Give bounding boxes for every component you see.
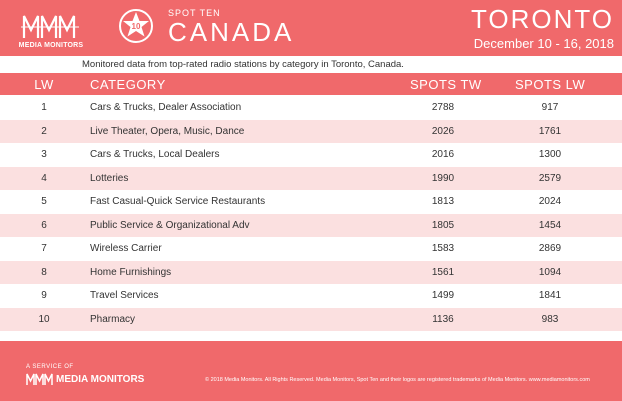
cell-spots-lw: 1761 [538,125,562,137]
table-header: LW CATEGORY SPOTS TW SPOTS LW [0,73,622,95]
city-name: TORONTO [470,4,614,34]
column-header-category: CATEGORY [90,77,166,92]
cell-lw: 9 [41,290,47,301]
cell-category: Pharmacy [90,313,136,325]
table-row: 3 Cars & Trucks, Local Dealers 2016 1300 [0,143,622,167]
cell-spots-lw: 1094 [538,266,562,278]
cell-category: Live Theater, Opera, Music, Dance [90,125,245,137]
badge-number: 10 [132,22,141,31]
table-body: 1 Cars & Trucks, Dealer Association 2788… [0,96,622,331]
cell-spots-tw: 2016 [431,149,455,160]
cell-spots-tw: 2026 [431,125,455,137]
cell-spots-tw: 1805 [431,219,455,231]
cell-category: Fast Casual-Quick Service Restaurants [90,196,266,207]
cell-category: Home Furnishings [90,266,172,278]
cell-spots-tw: 1813 [431,196,455,207]
subtitle: Monitored data from top-rated radio stat… [82,59,404,70]
cell-spots-tw: 1990 [431,172,455,184]
cell-lw: 6 [41,219,47,231]
date-range: December 10 - 16, 2018 [473,36,614,51]
table-row: 6 Public Service & Organizational Adv 18… [0,213,622,237]
cell-spots-lw: 2579 [538,172,562,184]
cell-lw: 1 [41,102,47,113]
media-monitors-logo-text: MEDIA MONITORS [18,42,84,49]
cell-spots-tw: 2788 [431,102,455,113]
cell-spots-lw: 917 [541,102,559,113]
cell-category: Public Service & Organizational Adv [90,219,250,231]
table-row: 4 Lotteries 1990 2579 [0,166,622,190]
cell-lw: 7 [41,243,47,254]
cell-lw: 3 [41,149,47,160]
cell-spots-lw: 1300 [538,149,562,160]
column-header-spots-tw: SPOTS TW [410,77,482,92]
legal-notice: © 2018 Media Monitors. All Rights Reserv… [205,377,590,383]
cell-spots-tw: 1583 [431,243,455,254]
cell-category: Cars & Trucks, Local Dealers [90,149,220,160]
cell-category: Lotteries [90,172,129,184]
cell-lw: 2 [41,125,47,137]
cell-lw: 5 [41,196,47,207]
cell-category: Cars & Trucks, Dealer Association [90,102,242,113]
table-row: 5 Fast Casual-Quick Service Restaurants … [0,190,622,214]
country-title: CANADA [168,17,295,47]
footer-brand-text: MEDIA MONITORS [56,374,145,385]
data-panel: Monitored data from top-rated radio stat… [0,56,622,341]
cell-spots-tw: 1561 [431,266,455,278]
cell-category: Wireless Carrier [90,243,162,254]
media-monitors-logo-icon [21,15,79,38]
column-header-lw: LW [34,77,54,92]
table-row: 9 Travel Services 1499 1841 [0,284,622,308]
city-block: TORONTO December 10 - 16, 2018 [471,4,614,51]
footer-brand-logo[interactable]: MEDIA MONITORS [26,372,144,386]
footer: A SERVICE OF MEDIA MONITORS © 2018 Media… [0,341,622,401]
service-label: A SERVICE OF [26,364,74,370]
cell-category: Travel Services [90,290,159,301]
spot-ten-badge-icon: 10 [119,9,153,43]
media-monitors-logo[interactable]: MEDIA MONITORS [11,10,91,50]
table-row: 2 Live Theater, Opera, Music, Dance 2026… [0,119,622,143]
cell-lw: 4 [41,172,47,184]
cell-lw: 8 [41,266,47,278]
spot-ten-label: SPOT TEN [168,8,221,18]
cell-spots-lw: 2024 [538,196,562,207]
table-row: 1 Cars & Trucks, Dealer Association 2788… [0,96,622,120]
column-header-spots-lw: SPOTS LW [515,77,586,92]
table-row: 7 Wireless Carrier 1583 2869 [0,237,622,261]
cell-spots-lw: 1841 [538,290,562,301]
table-row: 8 Home Furnishings 1561 1094 [0,260,622,284]
cell-spots-lw: 983 [541,313,559,325]
cell-spots-tw: 1499 [431,290,455,301]
cell-spots-lw: 2869 [538,243,562,254]
header: MEDIA MONITORS 10 SPOT TEN CANADA TORONT… [0,0,622,56]
cell-spots-tw: 1136 [432,313,454,325]
table-row: 10 Pharmacy 1136 983 [0,307,622,331]
spot-ten-title: SPOT TEN CANADA [168,8,294,46]
cell-lw: 10 [38,313,50,325]
footer-media-monitors-icon [26,373,53,385]
cell-spots-lw: 1454 [538,219,562,231]
